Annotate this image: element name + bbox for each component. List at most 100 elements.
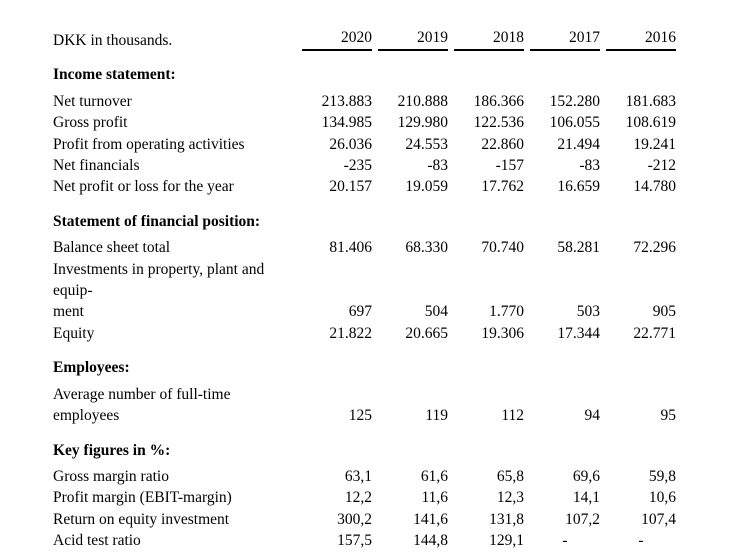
cell-2019: -83 <box>427 157 448 175</box>
cell-2016: 14.780 <box>633 178 676 196</box>
row-label: Gross profit <box>53 114 128 132</box>
cell-2016: 72.296 <box>633 239 676 257</box>
cell-2017: 107,2 <box>565 510 600 528</box>
cell-2017: 69,6 <box>572 467 600 485</box>
unit-label: DKK in thousands. <box>53 32 173 49</box>
table-row: Investments in property, plant and equip… <box>53 259 676 323</box>
cell-2017: - <box>562 532 568 550</box>
table-section: Statement of financial position: Balance … <box>53 211 676 344</box>
cell-2020: 157,5 <box>337 532 372 550</box>
cell-2017: 503 <box>576 303 600 321</box>
table-section: Income statement: Net turnover 213.883 210.… <box>53 64 676 197</box>
row-label: Net turnover <box>53 92 132 110</box>
cell-2017: 152.280 <box>549 92 600 110</box>
table-row: Net profit or loss for the year 20.157 19.… <box>53 176 676 197</box>
row-label: Equity <box>53 324 95 342</box>
cell-2020: 81.406 <box>329 239 372 257</box>
row-label: Average number of full-time employees <box>53 385 231 425</box>
cell-2018: 19.306 <box>481 324 524 342</box>
cell-2018: 129,1 <box>489 532 524 550</box>
cell-2020: 213.883 <box>321 92 372 110</box>
cell-2017: 106.055 <box>549 114 600 132</box>
key-figures-table: DKK in thousands. 2020 2019 2018 2017 20… <box>53 27 676 554</box>
cell-2017: -83 <box>579 157 600 175</box>
cell-2020: 20.157 <box>329 178 372 196</box>
year-column-header-2016: 2016 <box>606 27 676 52</box>
cell-2016: 905 <box>652 303 676 321</box>
cell-2017: 14,1 <box>572 489 600 507</box>
cell-2018: 17.762 <box>481 178 524 196</box>
cell-2016: 107,4 <box>641 510 676 528</box>
cell-2018: 112 <box>501 407 524 425</box>
table-body: Income statement: Net turnover 213.883 210.… <box>53 64 676 554</box>
row-label: Profit margin (EBIT-margin) <box>53 489 232 507</box>
table-row: Net turnover 213.883 210.888 186.366 152.280… <box>53 91 676 112</box>
cell-2019: 24.553 <box>405 135 448 153</box>
table-row: Balance sheet total 81.406 68.330 70.740 58.… <box>53 237 676 258</box>
cell-2019: 144,8 <box>413 532 448 550</box>
cell-2017: 58.281 <box>557 239 600 257</box>
row-label: Investments in property, plant and equip… <box>53 260 265 321</box>
cell-2016: 108.619 <box>625 114 676 132</box>
cell-2018: 122.536 <box>473 114 524 132</box>
year-column-header-2017: 2017 <box>530 27 600 52</box>
cell-2019: 141,6 <box>413 510 448 528</box>
section-title: Key figures in %: <box>53 441 171 459</box>
table-section: Employees: Average number of full-time em… <box>53 357 676 426</box>
cell-2016: 19.241 <box>633 135 676 153</box>
cell-2018: 22.860 <box>481 135 524 153</box>
year-column-header-2020: 2020 <box>302 27 372 52</box>
table-row: Gross margin ratio 63,1 61,6 65,8 69,6 59,8 <box>53 466 676 487</box>
cell-2017: 94 <box>584 407 601 425</box>
cell-2018: 131,8 <box>489 510 524 528</box>
table-row: Profit margin (EBIT-margin) 12,2 11,6 12,3 1… <box>53 487 676 508</box>
cell-2020: 12,2 <box>344 489 372 507</box>
table-row: Profit from operating activities 26.036 24… <box>53 134 676 155</box>
table-header-row: DKK in thousands. 2020 2019 2018 2017 20… <box>53 27 676 52</box>
cell-2020: 697 <box>348 303 372 321</box>
table-row: Average number of full-time employees 125… <box>53 384 676 427</box>
cell-2019: 68.330 <box>405 239 448 257</box>
cell-2019: 11,6 <box>421 489 448 507</box>
cell-2019: 129.980 <box>397 114 448 132</box>
cell-2018: -157 <box>495 157 524 175</box>
cell-2018: 65,8 <box>496 467 524 485</box>
cell-2020: 63,1 <box>344 467 372 485</box>
table-section: Key figures in %: Gross margin ratio 63,1 6… <box>53 440 676 554</box>
cell-2018: 70.740 <box>481 239 524 257</box>
section-title: Employees: <box>53 359 130 377</box>
cell-2020: 26.036 <box>329 135 372 153</box>
row-label: Net profit or loss for the year <box>53 178 234 196</box>
cell-2020: -235 <box>343 157 372 175</box>
table-row: Gross profit 134.985 129.980 122.536 106.055… <box>53 112 676 133</box>
cell-2020: 125 <box>348 407 372 425</box>
cell-2019: 19.059 <box>405 178 448 196</box>
table-row: Return on equity investment 300,2 141,6 131… <box>53 509 676 530</box>
cell-2016: -212 <box>647 157 676 175</box>
cell-2018: 1.770 <box>489 303 524 321</box>
cell-2017: 17.344 <box>557 324 600 342</box>
cell-2020: 21.822 <box>329 324 372 342</box>
row-label: Profit from operating activities <box>53 135 245 153</box>
cell-2016: 10,6 <box>648 489 676 507</box>
row-label: Balance sheet total <box>53 239 171 257</box>
cell-2019: 61,6 <box>420 467 448 485</box>
cell-2019: 504 <box>424 303 448 321</box>
cell-2016: 59,8 <box>648 467 676 485</box>
year-column-header-2019: 2019 <box>378 27 448 52</box>
cell-2016: - <box>638 532 644 550</box>
cell-2019: 20.665 <box>405 324 448 342</box>
cell-2019: 210.888 <box>397 92 448 110</box>
cell-2017: 21.494 <box>557 135 600 153</box>
section-title: Income statement: <box>53 66 176 84</box>
table-row: Net financials -235 -83 -157 -83 -212 <box>53 155 676 176</box>
cell-2020: 300,2 <box>337 510 372 528</box>
row-label: Net financials <box>53 157 140 175</box>
row-label: Gross margin ratio <box>53 467 169 485</box>
cell-2016: 181.683 <box>625 92 676 110</box>
cell-2018: 186.366 <box>473 92 524 110</box>
cell-2020: 134.985 <box>321 114 372 132</box>
cell-2019: 119 <box>425 407 448 425</box>
row-label: Return on equity investment <box>53 510 230 528</box>
section-title: Statement of financial position: <box>53 212 261 230</box>
